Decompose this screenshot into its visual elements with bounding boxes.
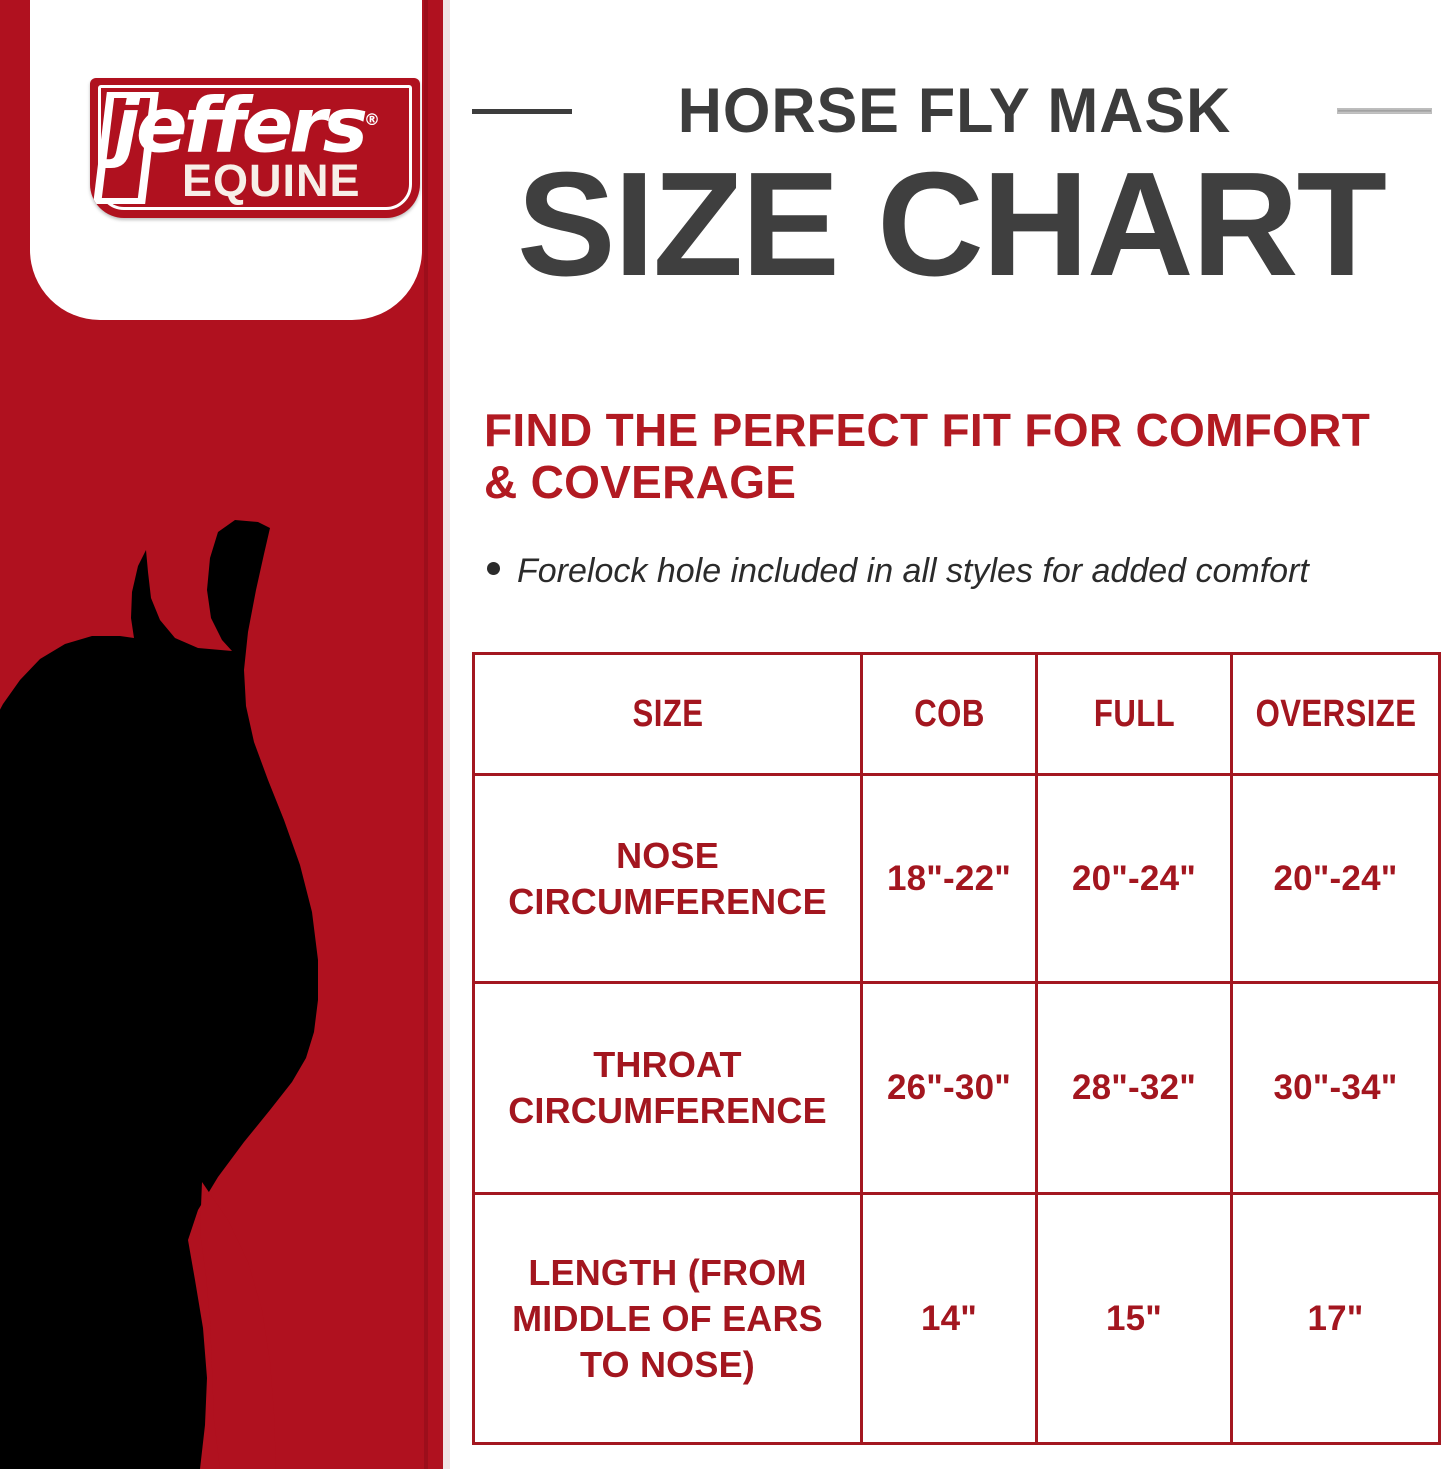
cell-length-full: 15" — [1035, 1192, 1233, 1445]
size-chart-table: SIZE COB FULL OVERSIZE NOSE CIRCUMFERENC… — [472, 652, 1441, 1445]
cell-length-oversize: 17" — [1230, 1192, 1441, 1445]
row-label-line: CIRCUMFERENCE — [508, 1090, 827, 1131]
panel-inner-rule — [424, 0, 428, 1469]
cell-throat-cob: 26"-30" — [860, 981, 1038, 1195]
table-row: NOSE CIRCUMFERENCE 18"-22" 20"-24" 20"-2… — [472, 773, 1441, 984]
row-label-length: LENGTH (FROM MIDDLE OF EARS TO NOSE) — [472, 1192, 863, 1445]
panel-edge-highlight — [443, 0, 450, 1469]
subheading-line-2: & COVERAGE — [484, 456, 797, 508]
brand-wordmark: jeffers® — [114, 80, 414, 165]
column-header-oversize: OVERSIZE — [1248, 652, 1423, 776]
cell-nose-oversize: 20"-24" — [1230, 773, 1441, 984]
row-label-line: LENGTH (FROM — [528, 1251, 807, 1293]
column-header-full: FULL — [1052, 652, 1216, 776]
page-title: SIZE CHART — [517, 142, 1387, 307]
column-header-cob: COB — [876, 652, 1022, 776]
registered-mark: ® — [364, 110, 380, 129]
brand-wordmark-text: jeffers — [114, 80, 368, 170]
dash-right-icon — [1337, 108, 1432, 114]
horse-head-silhouette-icon — [0, 520, 318, 1469]
row-label-throat-circumference: THROAT CIRCUMFERENCE — [472, 981, 863, 1195]
header-kicker: HORSE FLY MASK — [677, 76, 1232, 146]
bullet-dot-icon — [487, 562, 500, 575]
bullet-list-item: Forelock hole included in all styles for… — [487, 550, 1427, 592]
cell-length-cob: 14" — [860, 1192, 1038, 1445]
cell-throat-full: 28"-32" — [1035, 981, 1233, 1195]
cell-nose-full: 20"-24" — [1035, 773, 1233, 984]
dash-left-icon — [472, 108, 572, 114]
subheading-line-1: FIND THE PERFECT FIT FOR COMFORT — [484, 404, 1371, 456]
bullet-text: Forelock hole included in all styles for… — [517, 552, 1309, 590]
header-kicker-row: HORSE FLY MASK — [472, 72, 1432, 150]
row-label-line: MIDDLE OF EARS — [512, 1297, 823, 1339]
column-header-size: SIZE — [507, 652, 828, 776]
row-label-line: NOSE — [616, 834, 719, 876]
table-row: THROAT CIRCUMFERENCE 26"-30" 28"-32" 30"… — [472, 981, 1441, 1195]
table-header-row: SIZE COB FULL OVERSIZE — [474, 652, 1440, 776]
cell-throat-oversize: 30"-34" — [1230, 981, 1441, 1195]
row-label-nose-circumference: NOSE CIRCUMFERENCE — [472, 773, 863, 984]
table-row: LENGTH (FROM MIDDLE OF EARS TO NOSE) 14"… — [472, 1192, 1441, 1445]
subheading: FIND THE PERFECT FIT FOR COMFORT & COVER… — [484, 404, 1434, 508]
brand-logo-box: jeffers® EQUINE — [90, 78, 420, 218]
row-label-line: TO NOSE) — [580, 1343, 755, 1385]
brand-logo-plate: jeffers® EQUINE — [30, 0, 422, 320]
row-label-line: CIRCUMFERENCE — [508, 880, 827, 922]
cell-nose-cob: 18"-22" — [860, 773, 1038, 984]
brand-subwordmark: EQUINE — [182, 155, 361, 206]
row-label-line: THROAT — [593, 1044, 742, 1085]
